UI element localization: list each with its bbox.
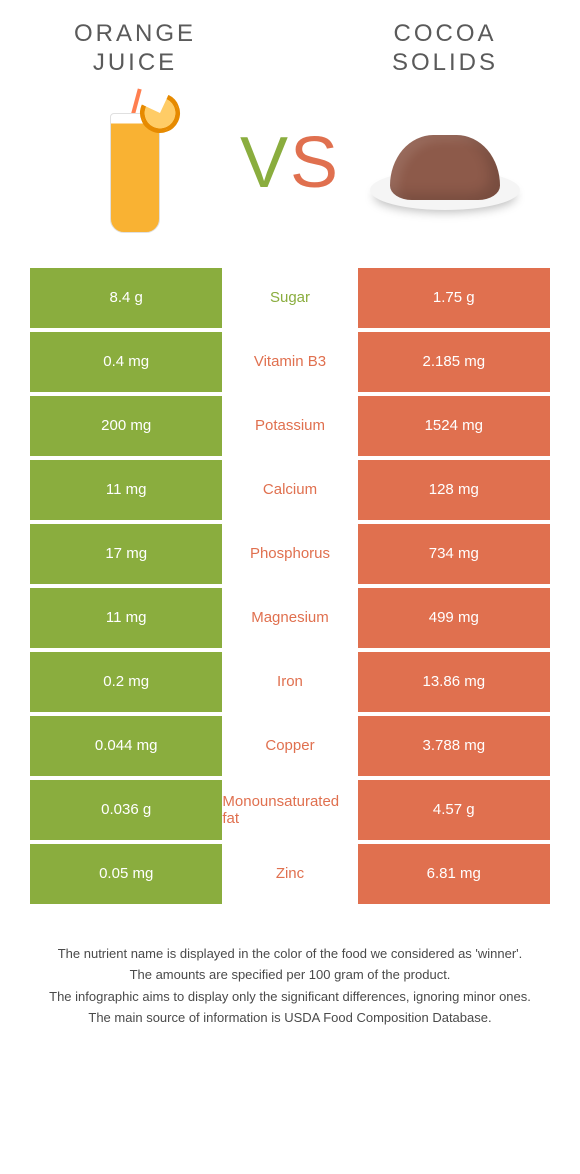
left-value-cell: 0.2 mg <box>30 652 222 712</box>
table-row: 11 mgMagnesium499 mg <box>30 588 550 648</box>
right-value-cell: 4.57 g <box>358 780 550 840</box>
table-row: 0.044 mgCopper3.788 mg <box>30 716 550 776</box>
table-row: 11 mgCalcium128 mg <box>30 460 550 520</box>
footer-line4: The main source of information is USDA F… <box>34 1008 546 1028</box>
right-value-cell: 128 mg <box>358 460 550 520</box>
right-food-title: COCOA SOLIDS <box>340 20 550 78</box>
right-value-cell: 6.81 mg <box>358 844 550 904</box>
left-value-cell: 17 mg <box>30 524 222 584</box>
nutrient-table: 8.4 gSugar1.75 g0.4 mgVitamin B32.185 mg… <box>30 268 550 904</box>
table-row: 0.4 mgVitamin B32.185 mg <box>30 332 550 392</box>
right-value-cell: 734 mg <box>358 524 550 584</box>
right-value-cell: 1.75 g <box>358 268 550 328</box>
left-value-cell: 0.044 mg <box>30 716 222 776</box>
footer-line2: The amounts are specified per 100 gram o… <box>34 965 546 985</box>
left-title-line2: JUICE <box>93 49 177 76</box>
footer-notes: The nutrient name is displayed in the co… <box>30 944 550 1028</box>
nutrient-label-cell: Iron <box>222 652 357 712</box>
left-title-line1: ORANGE <box>74 20 196 47</box>
right-value-cell: 2.185 mg <box>358 332 550 392</box>
left-value-cell: 200 mg <box>30 396 222 456</box>
table-row: 0.05 mgZinc6.81 mg <box>30 844 550 904</box>
footer-line1: The nutrient name is displayed in the co… <box>34 944 546 964</box>
table-row: 0.2 mgIron13.86 mg <box>30 652 550 712</box>
nutrient-label-cell: Zinc <box>222 844 357 904</box>
nutrient-label-cell: Sugar <box>222 268 357 328</box>
left-value-cell: 11 mg <box>30 588 222 648</box>
cocoa-solids-image <box>370 88 520 238</box>
footer-line3: The infographic aims to display only the… <box>34 987 546 1007</box>
table-row: 17 mgPhosphorus734 mg <box>30 524 550 584</box>
vs-s: S <box>290 123 340 203</box>
nutrient-label-cell: Magnesium <box>222 588 357 648</box>
table-row: 200 mgPotassium1524 mg <box>30 396 550 456</box>
nutrient-label-cell: Vitamin B3 <box>222 332 357 392</box>
right-value-cell: 3.788 mg <box>358 716 550 776</box>
orange-juice-image <box>60 88 210 238</box>
nutrient-label-cell: Copper <box>222 716 357 776</box>
nutrient-label-cell: Potassium <box>222 396 357 456</box>
nutrient-label-cell: Monounsaturated fat <box>222 780 357 840</box>
table-row: 8.4 gSugar1.75 g <box>30 268 550 328</box>
left-value-cell: 0.4 mg <box>30 332 222 392</box>
right-value-cell: 13.86 mg <box>358 652 550 712</box>
left-value-cell: 0.05 mg <box>30 844 222 904</box>
images-row: VS <box>30 88 550 238</box>
table-row: 0.036 gMonounsaturated fat4.57 g <box>30 780 550 840</box>
vs-v: V <box>240 123 290 203</box>
nutrient-label-cell: Calcium <box>222 460 357 520</box>
right-title-line1: COCOA <box>393 20 496 47</box>
left-food-title: ORANGE JUICE <box>30 20 240 78</box>
header: ORANGE JUICE COCOA SOLIDS <box>30 20 550 78</box>
left-value-cell: 0.036 g <box>30 780 222 840</box>
right-title-line2: SOLIDS <box>392 49 498 76</box>
left-value-cell: 11 mg <box>30 460 222 520</box>
right-value-cell: 1524 mg <box>358 396 550 456</box>
right-value-cell: 499 mg <box>358 588 550 648</box>
left-value-cell: 8.4 g <box>30 268 222 328</box>
vs-label: VS <box>240 122 340 204</box>
nutrient-label-cell: Phosphorus <box>222 524 357 584</box>
